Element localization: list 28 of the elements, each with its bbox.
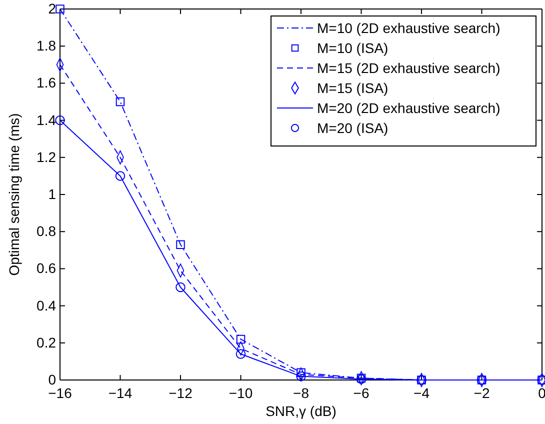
x-axis-title: SNR,γ (dB): [266, 403, 336, 419]
y-tick-label: 1.8: [36, 38, 56, 54]
y-tick-label: 1.6: [36, 74, 56, 91]
x-tick-label: 0: [538, 384, 545, 401]
y-tick-label: 2: [48, 0, 56, 16]
legend-label: M=20 (ISA): [317, 120, 388, 136]
y-tick-label: 1: [48, 186, 56, 202]
legend-label: M=10 (2D exhaustive search): [317, 20, 500, 36]
x-tick-label: −10: [228, 384, 253, 401]
y-tick-label: 0.4: [36, 297, 56, 314]
y-axis-title: Optimal sensing time (ms): [6, 113, 22, 276]
x-tick-label: −16: [48, 384, 72, 401]
y-tick-label: 0.6: [36, 260, 56, 276]
x-tick-label: −6: [353, 384, 370, 401]
y-tick-label: 1.2: [36, 148, 56, 165]
legend-label: M=20 (2D exhaustive search): [317, 100, 500, 116]
y-tick-label: 1.4: [36, 112, 56, 128]
x-tick-label: −2: [474, 384, 490, 401]
y-tick-label: 0: [48, 371, 56, 388]
x-tick-label: −12: [168, 384, 193, 401]
legend-label: M=15 (2D exhaustive search): [317, 60, 500, 76]
x-tick-label: −8: [293, 384, 310, 401]
legend-label: M=15 (ISA): [317, 80, 388, 96]
legend-label: M=10 (ISA): [317, 40, 388, 56]
x-tick-label: −14: [108, 384, 132, 401]
x-tick-label: −4: [414, 384, 430, 401]
y-tick-label: 0.2: [36, 334, 56, 350]
y-tick-label: 0.8: [36, 223, 56, 240]
